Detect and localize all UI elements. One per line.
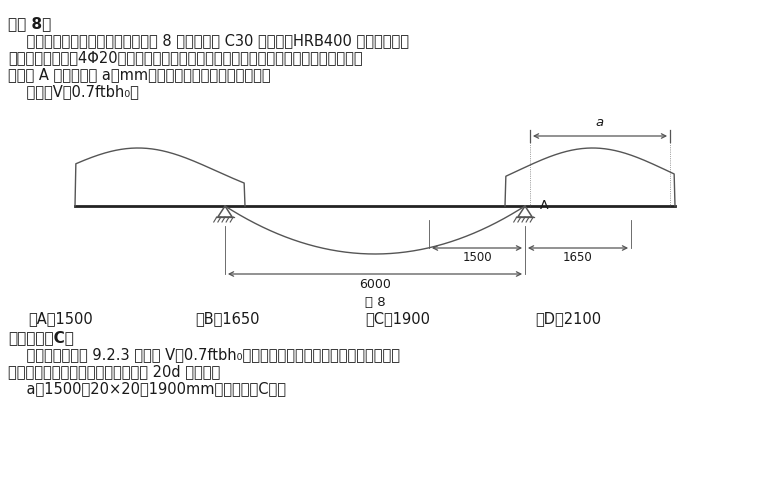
Text: 根据《混规》第 9.2.3 条，当 V＜0.7ftbh₀时，支座负弯矩钢筋向跨内的延伸长度应: 根据《混规》第 9.2.3 条，当 V＜0.7ftbh₀时，支座负弯矩钢筋向跨内…: [8, 347, 400, 362]
Text: 伸至不需要该钢筋的截面以外不小于 20d 处截断。: 伸至不需要该钢筋的截面以外不小于 20d 处截断。: [8, 364, 220, 379]
Text: 假定，某梁的弯矩包络图形状如图 8 所示，采用 C30 混凝土，HRB400 钢筋，右端悬: 假定，某梁的弯矩包络图形状如图 8 所示，采用 C30 混凝土，HRB400 钢…: [8, 33, 409, 48]
Text: a＝1500＋20×20＝1900mm，故应选（C）。: a＝1500＋20×20＝1900mm，故应选（C）。: [8, 381, 286, 396]
Text: A: A: [540, 198, 549, 211]
Text: 提示：V＜0.7ftbh₀。: 提示：V＜0.7ftbh₀。: [8, 84, 139, 99]
Text: （A）1500: （A）1500: [28, 311, 93, 326]
Text: 过支座 A 的最小长度 a（mm），与下列何项数值最为接近？: 过支座 A 的最小长度 a（mm），与下列何项数值最为接近？: [8, 67, 271, 82]
Text: （D）2100: （D）2100: [535, 311, 601, 326]
Text: （C）1900: （C）1900: [365, 311, 430, 326]
Text: 1650: 1650: [563, 251, 593, 264]
Text: 『题 8』: 『题 8』: [8, 16, 51, 31]
Text: 『答案』（C）: 『答案』（C）: [8, 330, 74, 345]
Text: （B）1650: （B）1650: [195, 311, 259, 326]
Text: a: a: [596, 116, 604, 129]
Text: 图 8: 图 8: [365, 296, 385, 309]
Text: 6000: 6000: [359, 278, 391, 291]
Text: 1500: 1500: [462, 251, 492, 264]
Text: 挑跨负弯矩钢筋（4Φ20）在支座内侧的同一位置截断且不下弯，试问，该负弯矩钢筋伸: 挑跨负弯矩钢筋（4Φ20）在支座内侧的同一位置截断且不下弯，试问，该负弯矩钢筋伸: [8, 50, 363, 65]
